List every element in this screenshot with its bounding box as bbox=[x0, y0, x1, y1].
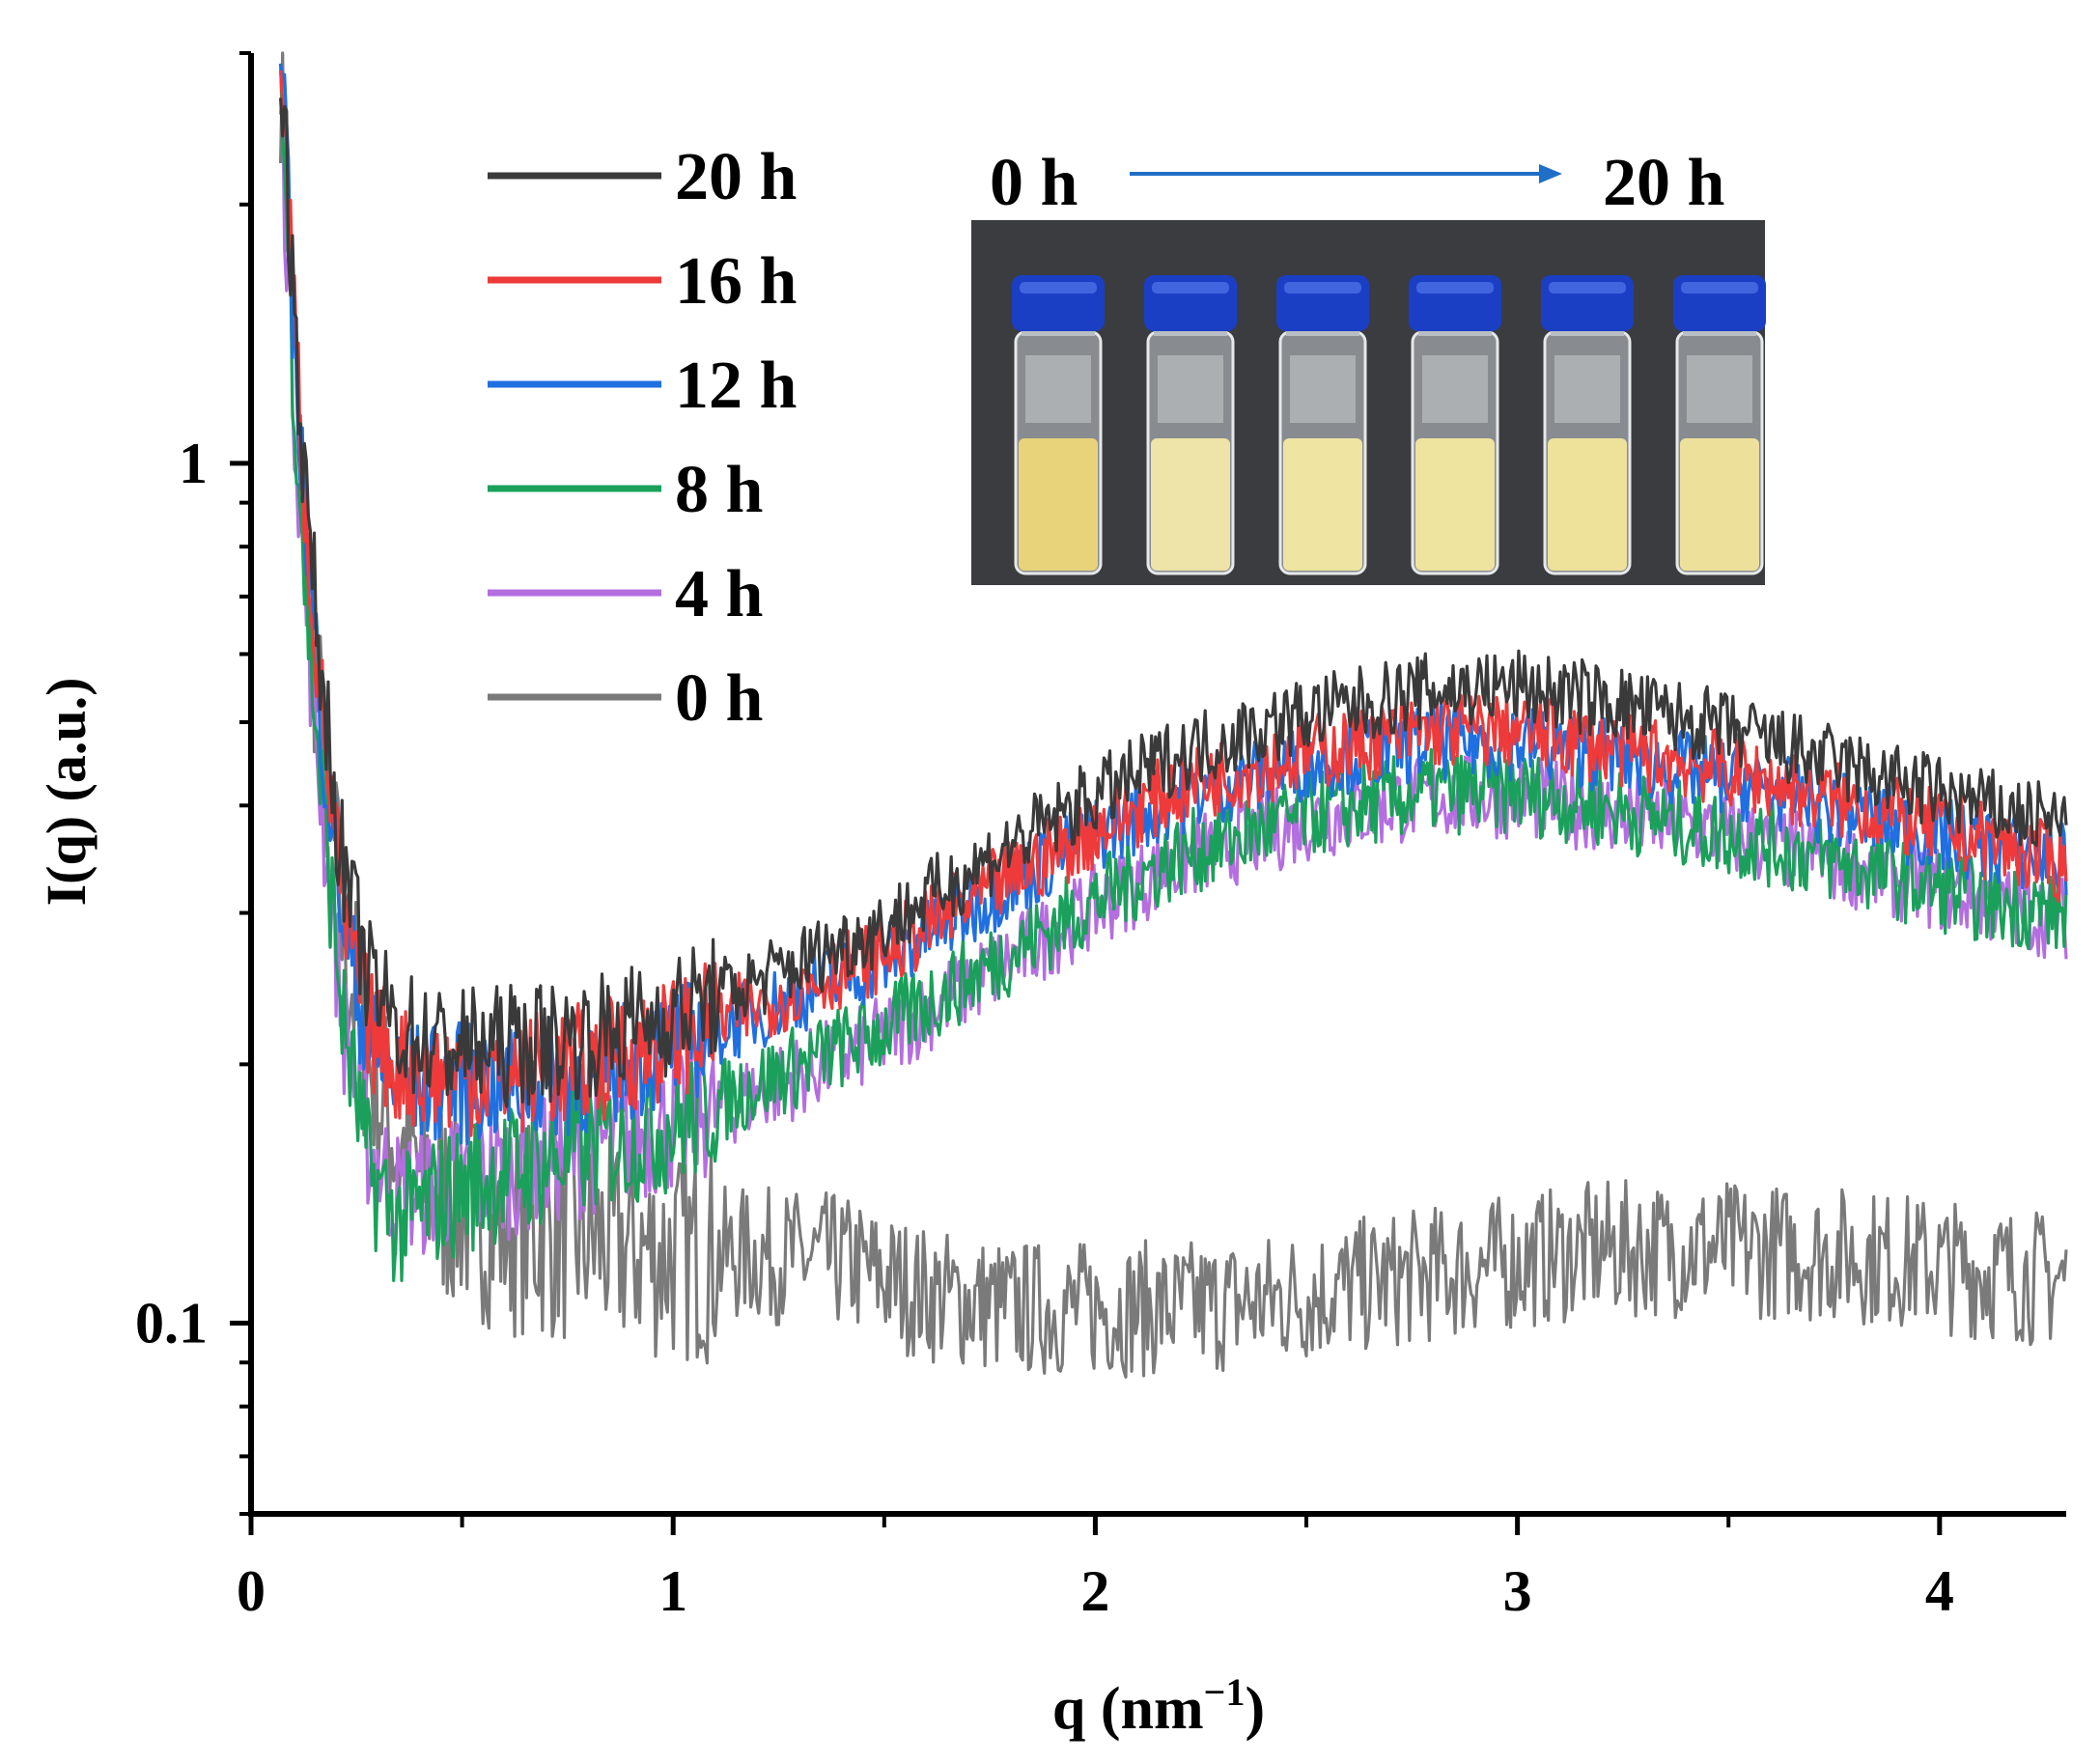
y-axis-label: I(q) (a.u.) bbox=[35, 678, 98, 907]
y-tick-label: 1 bbox=[179, 432, 208, 495]
vial-label-sticker bbox=[1422, 355, 1488, 423]
vial-cap-highlight bbox=[1020, 282, 1097, 294]
legend-label: 12 h bbox=[675, 349, 797, 423]
vial bbox=[1409, 275, 1501, 575]
vial bbox=[1012, 275, 1105, 575]
x-tick-label: 4 bbox=[1925, 1559, 1954, 1623]
vial bbox=[1144, 275, 1237, 575]
y-tick-label: 0.1 bbox=[135, 1291, 208, 1355]
x-tick-label: 0 bbox=[237, 1559, 266, 1623]
vial-liquid bbox=[1151, 438, 1230, 571]
series-group bbox=[279, 51, 2068, 1379]
x-tick-label: 2 bbox=[1080, 1559, 1109, 1623]
vial-cap-highlight bbox=[1416, 282, 1494, 294]
inset-label-start: 0 h bbox=[990, 146, 1078, 220]
vial-liquid bbox=[1548, 438, 1627, 571]
vial bbox=[1541, 275, 1634, 575]
legend-label: 20 h bbox=[675, 140, 797, 214]
x-tick-label: 1 bbox=[658, 1559, 687, 1623]
vial-liquid bbox=[1283, 438, 1362, 571]
vial-liquid bbox=[1680, 438, 1759, 571]
vial bbox=[1673, 275, 1766, 575]
series-line-20h bbox=[279, 98, 2068, 1108]
legend: 20 h 16 h 12 h 8 h 4 h 0 h bbox=[488, 140, 797, 736]
vial-cap-highlight bbox=[1284, 282, 1361, 294]
vial-cap-highlight bbox=[1152, 282, 1229, 294]
legend-label: 0 h bbox=[675, 661, 763, 736]
ticks-group: 0 1 2 3 4 0.1 1 bbox=[135, 51, 1954, 1623]
vial-label-sticker bbox=[1158, 355, 1223, 423]
series-line-8h bbox=[279, 64, 2068, 1283]
vial-label-sticker bbox=[1554, 355, 1620, 423]
x-axis-label: q (nm−1) bbox=[1052, 1670, 1265, 1742]
series-line-0h bbox=[279, 51, 2068, 1379]
legend-label: 8 h bbox=[675, 453, 763, 527]
legend-label: 4 h bbox=[675, 557, 763, 631]
vial-liquid bbox=[1019, 438, 1098, 571]
inset-photo: 0 h 20 h bbox=[971, 146, 1766, 585]
x-axis-label-superscript: −1 bbox=[1204, 1670, 1246, 1714]
vial-liquid bbox=[1415, 438, 1495, 571]
x-tick-label: 3 bbox=[1503, 1559, 1532, 1623]
vial-cap-highlight bbox=[1681, 282, 1758, 294]
legend-label: 16 h bbox=[675, 244, 797, 319]
vial bbox=[1276, 275, 1369, 575]
vials-group bbox=[1012, 275, 1766, 575]
vial-label-sticker bbox=[1290, 355, 1356, 423]
vial-cap-highlight bbox=[1549, 282, 1626, 294]
axes-group bbox=[248, 53, 2066, 1517]
series-line-16h bbox=[279, 70, 2068, 1137]
vial-label-sticker bbox=[1687, 355, 1752, 423]
inset-arrow-head bbox=[1539, 164, 1562, 183]
inset-label-end: 20 h bbox=[1603, 146, 1724, 220]
vial-label-sticker bbox=[1025, 355, 1091, 423]
